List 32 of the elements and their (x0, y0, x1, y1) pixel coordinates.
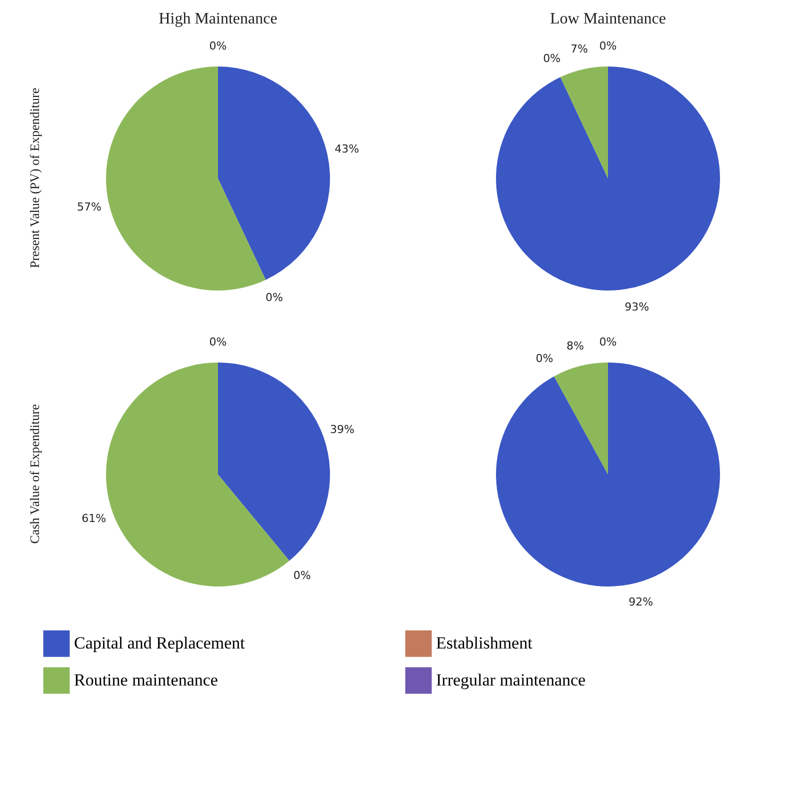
pie-slice (106, 362, 290, 586)
text: 0% (293, 569, 311, 582)
pie-slice (218, 66, 330, 280)
pie-slice (496, 362, 720, 586)
pie-slice (106, 66, 266, 290)
data-label: 8% (566, 340, 584, 353)
data-label: 61% (82, 512, 106, 526)
text: 0% (543, 52, 561, 66)
legend-label: Routine maintenance (74, 670, 218, 690)
text: 0% (209, 336, 227, 348)
legend-label: Capital and Replacement (74, 634, 246, 653)
pie-slice (554, 362, 608, 474)
pie-slice (218, 362, 330, 561)
data-label: 93% (624, 300, 650, 314)
legend-label: Irregular maintenance (436, 670, 586, 690)
data-label: 57% (76, 200, 102, 214)
text: 0% (209, 40, 227, 52)
text: Present Value (PV) of Expenditure (27, 88, 42, 268)
text: 0% (536, 352, 554, 365)
chart-title: High Maintenance (158, 10, 278, 28)
data-label: 43% (334, 142, 360, 156)
legend-label: Establishment (436, 634, 533, 653)
pie-slice (560, 66, 608, 178)
text: Cash Value of Expenditure (27, 404, 42, 544)
text: 0% (599, 336, 617, 348)
text: 0% (599, 40, 617, 52)
chart-title: Low Maintenance (550, 10, 666, 28)
data-label: 92% (628, 595, 654, 608)
data-label: 7% (570, 42, 588, 56)
text: 0% (265, 290, 283, 304)
data-label: 39% (330, 422, 354, 436)
pie-slice (496, 66, 720, 290)
